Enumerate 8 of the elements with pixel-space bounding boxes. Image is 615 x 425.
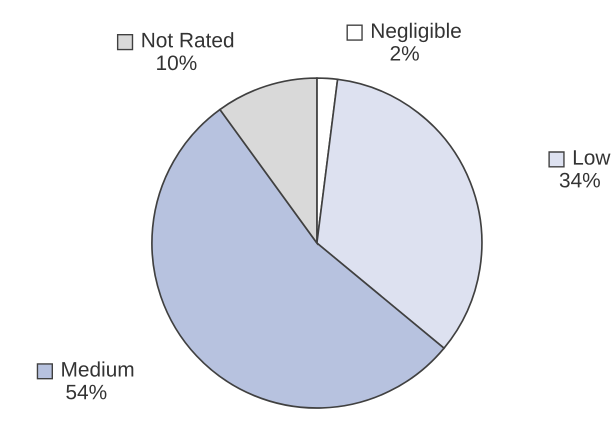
data-label: 2% — [390, 46, 419, 61]
data-label: 54% — [66, 384, 106, 400]
legend-label: Low — [574, 150, 610, 165]
data-label: 10% — [157, 55, 196, 70]
legend-label: Negligible — [372, 22, 461, 42]
legend-label: Not Rated — [142, 32, 234, 48]
data-label: 34% — [560, 172, 600, 188]
legend-label: Medium — [62, 361, 134, 377]
